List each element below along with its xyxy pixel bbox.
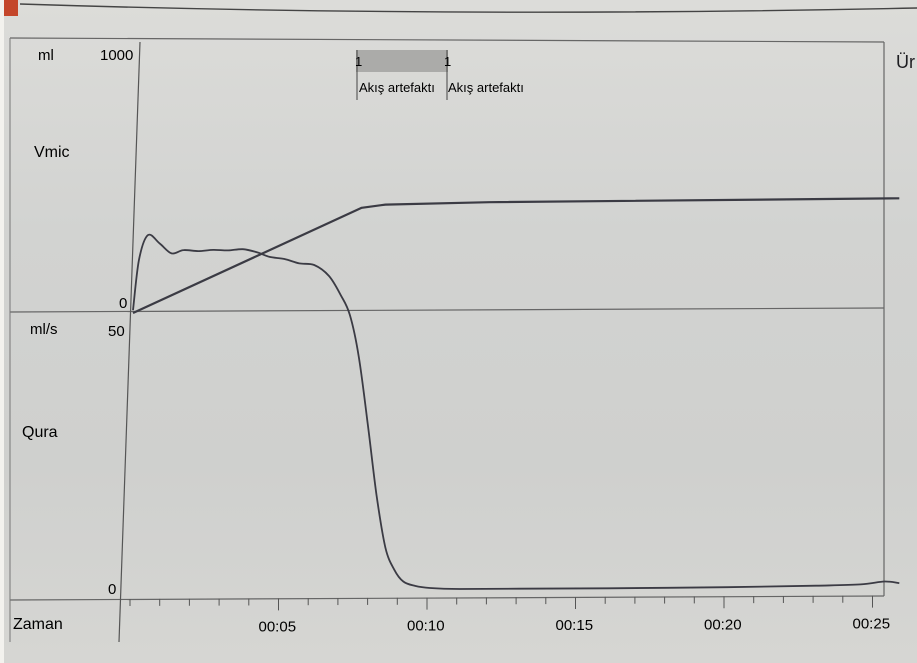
frame-bottom — [9, 595, 885, 601]
flow-ytick-min: 0 — [108, 581, 116, 598]
chart-paper: Ür — [4, 0, 917, 663]
panel-divider — [9, 307, 885, 313]
event-marker-2: 1 — [444, 54, 451, 69]
x-tick-label: 00:20 — [704, 616, 742, 633]
cut-off-text: Ür — [896, 52, 915, 72]
paper-edge — [19, 3, 917, 13]
y-axis-line — [118, 41, 141, 643]
corner-marker — [4, 0, 18, 16]
volume-axis-label: Vmic — [34, 144, 70, 161]
volume-ytick-min: 0 — [119, 295, 127, 312]
x-axis-label: Zaman — [13, 616, 63, 633]
event-label-1: Akış artefaktı — [359, 80, 435, 95]
flow-unit-label: ml/s — [30, 321, 58, 338]
volume-series-line — [132, 197, 900, 314]
x-tick-label: 00:15 — [556, 617, 594, 634]
volume-unit-label: ml — [38, 47, 54, 64]
flow-ytick-max: 50 — [108, 323, 125, 340]
volume-ytick-max: 1000 — [100, 47, 133, 64]
artifact-region — [356, 50, 448, 72]
flow-series-line — [132, 233, 900, 590]
event-label-2: Akış artefaktı — [448, 80, 524, 95]
event-marker-1: 1 — [355, 54, 362, 69]
x-axis-ticks: 00:05 00:10 00:15 00:20 00:25 — [129, 595, 891, 635]
x-tick-label: 00:05 — [259, 618, 297, 635]
frame-top — [9, 37, 885, 43]
x-tick-label: 00:10 — [407, 618, 445, 635]
series-group — [132, 197, 900, 590]
flow-axis-label: Qura — [22, 424, 58, 441]
x-tick-label: 00:25 — [853, 616, 891, 633]
